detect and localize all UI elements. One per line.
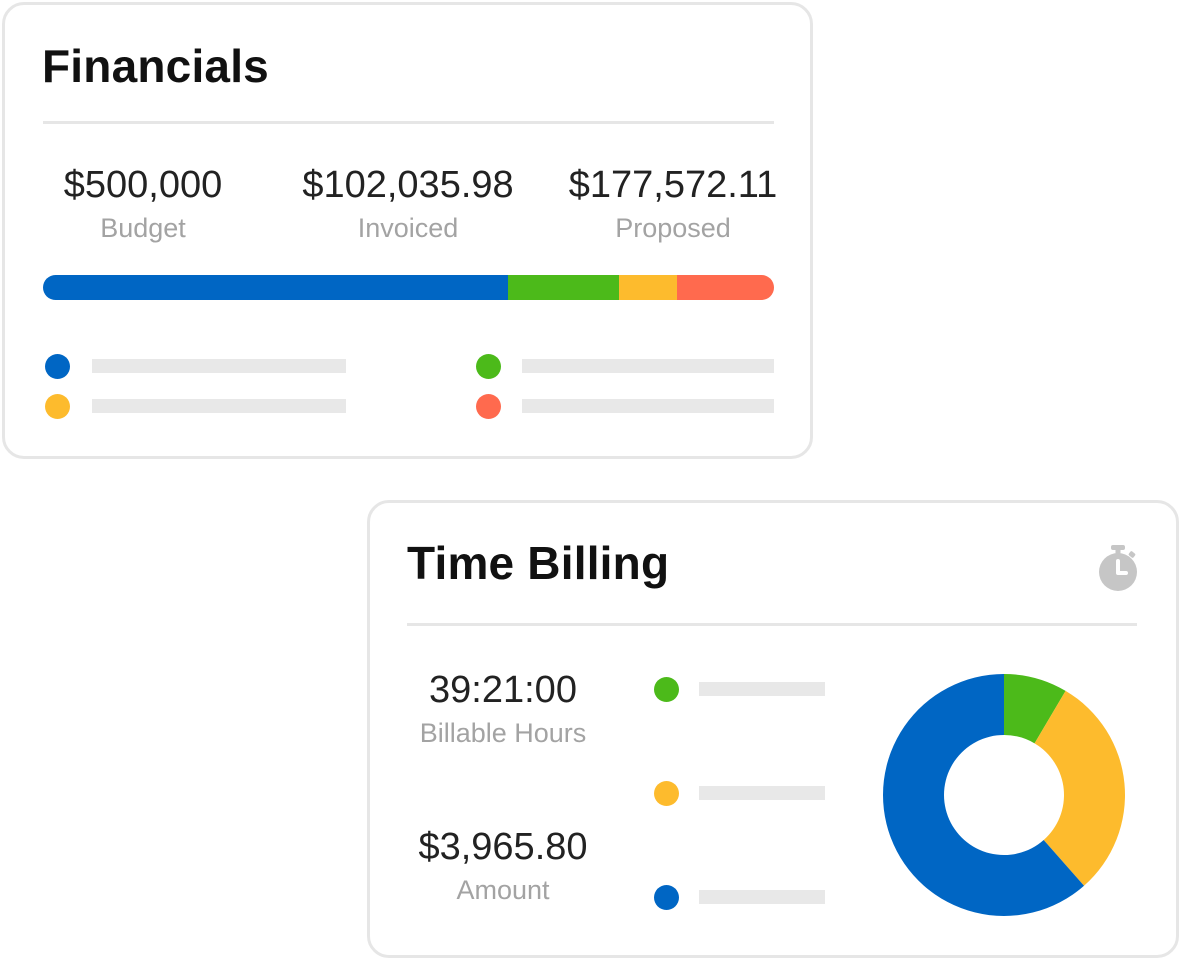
budget-label: Budget <box>100 213 186 243</box>
stopwatch-icon[interactable] <box>1096 543 1140 593</box>
legend-dot-yellow <box>45 394 70 419</box>
legend-dot-blue <box>654 885 679 910</box>
legend-dot-green <box>654 677 679 702</box>
progress-bar-segment-3 <box>677 275 774 300</box>
invoiced-label: Invoiced <box>357 213 459 243</box>
budget-value: $500,000 <box>63 164 223 206</box>
budget-stat: $500,000 Budget <box>43 163 243 245</box>
progress-bar-segment-0 <box>43 275 508 300</box>
proposed-value: $177,572.11 <box>568 164 778 206</box>
donut-slice-2 <box>883 674 1085 916</box>
legend-placeholder-line <box>699 786 825 800</box>
time-billing-card: Time Billing 39:21:00 Billable Hours $3,… <box>367 500 1179 958</box>
amount-label: Amount <box>456 875 550 905</box>
financials-progress-bar <box>43 275 774 300</box>
amount-value: $3,965.80 <box>418 826 588 868</box>
legend-placeholder-line <box>699 682 825 696</box>
legend-dot-yellow <box>654 781 679 806</box>
donut-slice-0 <box>1004 674 1066 744</box>
progress-bar-segment-2 <box>619 275 678 300</box>
financials-title: Financials <box>42 40 269 92</box>
legend-placeholder-line <box>522 399 774 413</box>
legend-dot-red <box>476 394 501 419</box>
invoiced-stat: $102,035.98 Invoiced <box>283 163 533 245</box>
proposed-label: Proposed <box>615 213 731 243</box>
billable-hours-value: 39:21:00 <box>429 669 577 711</box>
legend-dot-blue <box>45 354 70 379</box>
financials-divider <box>43 121 774 124</box>
financials-card: Financials $500,000 Budget $102,035.98 I… <box>2 2 813 459</box>
invoiced-value: $102,035.98 <box>302 164 514 206</box>
time-billing-donut-chart <box>883 674 1125 916</box>
proposed-stat: $177,572.11 Proposed <box>548 163 798 245</box>
legend-placeholder-line <box>92 359 346 373</box>
billable-hours-label: Billable Hours <box>419 718 587 748</box>
amount-stat: $3,965.80 Amount <box>393 825 613 907</box>
legend-placeholder-line <box>699 890 825 904</box>
legend-dot-green <box>476 354 501 379</box>
billable-hours-stat: 39:21:00 Billable Hours <box>393 668 613 750</box>
progress-bar-segment-1 <box>507 275 620 300</box>
time-billing-title: Time Billing <box>407 537 670 589</box>
legend-placeholder-line <box>92 399 346 413</box>
legend-placeholder-line <box>522 359 774 373</box>
time-billing-divider <box>407 623 1137 626</box>
donut-slice-1 <box>1034 690 1125 886</box>
